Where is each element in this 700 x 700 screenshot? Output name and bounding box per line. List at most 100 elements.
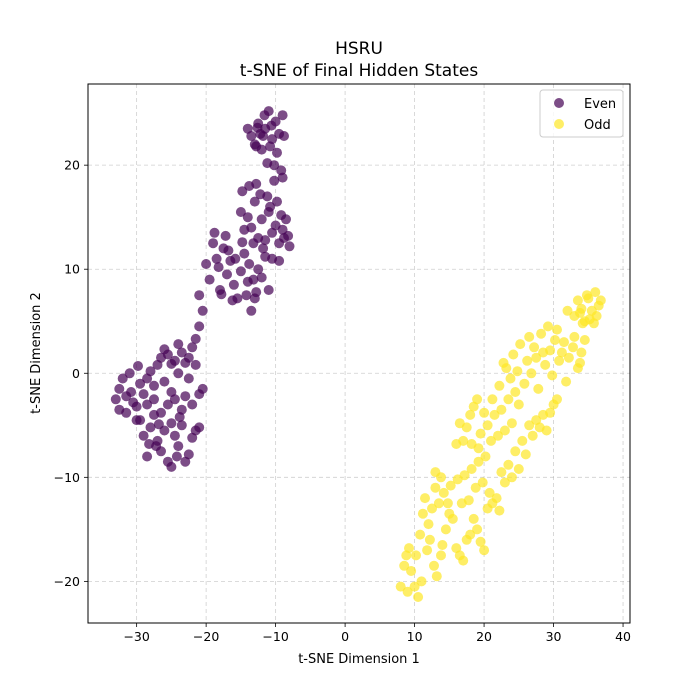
data-point-odd: [480, 451, 491, 462]
data-point-odd: [422, 545, 433, 556]
data-point-odd: [475, 536, 486, 547]
data-point-odd: [473, 456, 484, 467]
data-point-odd: [536, 328, 547, 339]
data-point-even: [171, 451, 182, 462]
data-point-even: [227, 295, 238, 306]
data-point-odd: [552, 324, 562, 335]
data-point-even: [279, 131, 289, 141]
data-point-even: [216, 289, 227, 300]
data-point-even: [204, 274, 215, 285]
data-point-odd: [463, 495, 474, 506]
data-point-even: [145, 422, 156, 433]
data-point-even: [279, 233, 289, 243]
data-point-even: [269, 175, 280, 186]
data-point-even: [183, 373, 194, 384]
data-point-odd: [475, 428, 486, 439]
data-point-even: [220, 230, 231, 241]
data-points: [110, 106, 606, 602]
data-point-odd: [459, 470, 470, 481]
data-point-even: [274, 255, 285, 266]
x-tick-label: 10: [407, 629, 423, 644]
data-point-even: [222, 269, 232, 280]
data-point-odd: [399, 560, 410, 571]
data-point-even: [266, 120, 277, 131]
data-point-even: [259, 110, 270, 121]
data-point-odd: [568, 342, 578, 353]
data-point-even: [223, 245, 234, 256]
data-point-even: [180, 391, 191, 402]
legend: Even Odd: [539, 89, 624, 138]
data-point-even: [194, 321, 205, 332]
data-point-even: [208, 238, 219, 249]
data-point-even: [183, 449, 194, 460]
data-point-odd: [445, 480, 456, 491]
data-point-odd: [526, 368, 537, 379]
legend-marker-odd: [554, 119, 564, 129]
data-point-even: [262, 191, 273, 202]
data-point-odd: [427, 503, 437, 514]
data-point-even: [194, 422, 205, 433]
data-point-odd: [529, 342, 540, 353]
data-point-odd: [510, 446, 521, 457]
data-point-odd: [468, 513, 479, 524]
data-point-even: [142, 373, 153, 384]
data-point-even: [169, 430, 180, 441]
data-point-odd: [519, 378, 530, 389]
x-tick-label: 40: [615, 629, 631, 644]
data-point-odd: [533, 383, 544, 394]
data-point-odd: [550, 335, 560, 345]
data-point-odd: [489, 409, 500, 420]
y-tick-label: −10: [54, 470, 80, 485]
plot-area-frame: [87, 83, 631, 624]
data-point-odd: [438, 487, 449, 498]
data-point-odd: [416, 576, 427, 587]
data-point-even: [241, 290, 252, 301]
data-point-odd: [413, 592, 424, 602]
data-point-odd: [493, 430, 503, 441]
data-point-even: [133, 361, 143, 371]
data-point-even: [190, 359, 201, 370]
data-point-odd: [486, 435, 496, 446]
data-point-even: [246, 305, 257, 316]
data-point-even: [162, 399, 173, 410]
data-point-odd: [554, 355, 565, 366]
data-point-odd: [579, 335, 590, 345]
data-point-even: [166, 387, 177, 397]
data-point-even: [197, 383, 208, 394]
data-point-odd: [423, 519, 434, 530]
data-point-odd: [436, 550, 446, 561]
data-point-odd: [436, 472, 446, 483]
data-point-odd: [494, 380, 505, 391]
data-point-odd: [465, 529, 476, 540]
data-point-even: [213, 262, 224, 273]
data-point-odd: [595, 295, 606, 306]
data-point-even: [235, 266, 246, 277]
data-point-odd: [472, 394, 483, 405]
data-point-even: [237, 237, 248, 248]
data-point-even: [284, 241, 295, 252]
data-point-even: [242, 212, 253, 223]
data-point-odd: [411, 550, 421, 561]
data-point-even: [135, 378, 146, 389]
data-point-odd: [465, 409, 476, 420]
data-point-odd: [512, 366, 523, 377]
data-point-odd: [479, 545, 490, 556]
data-point-odd: [401, 550, 412, 561]
data-point-even: [269, 160, 280, 171]
axis-ticks: −30 −20 −10 0 10 20 30 40 −20 −10 0 10 20: [54, 158, 631, 644]
data-point-odd: [559, 337, 569, 348]
data-point-even: [256, 214, 267, 225]
data-point-odd: [513, 464, 524, 474]
data-point-even: [153, 419, 164, 430]
data-point-odd: [498, 357, 509, 368]
data-point-even: [265, 201, 276, 212]
chart-subtitle: t-SNE of Final Hidden States: [240, 61, 479, 81]
x-tick-label: 20: [476, 629, 492, 644]
data-point-odd: [531, 352, 542, 363]
x-tick-label: 30: [546, 629, 562, 644]
data-point-odd: [588, 318, 599, 329]
data-point-even: [138, 389, 149, 400]
data-point-odd: [496, 467, 507, 478]
data-point-even: [249, 196, 260, 207]
legend-label-even: Even: [584, 97, 616, 112]
